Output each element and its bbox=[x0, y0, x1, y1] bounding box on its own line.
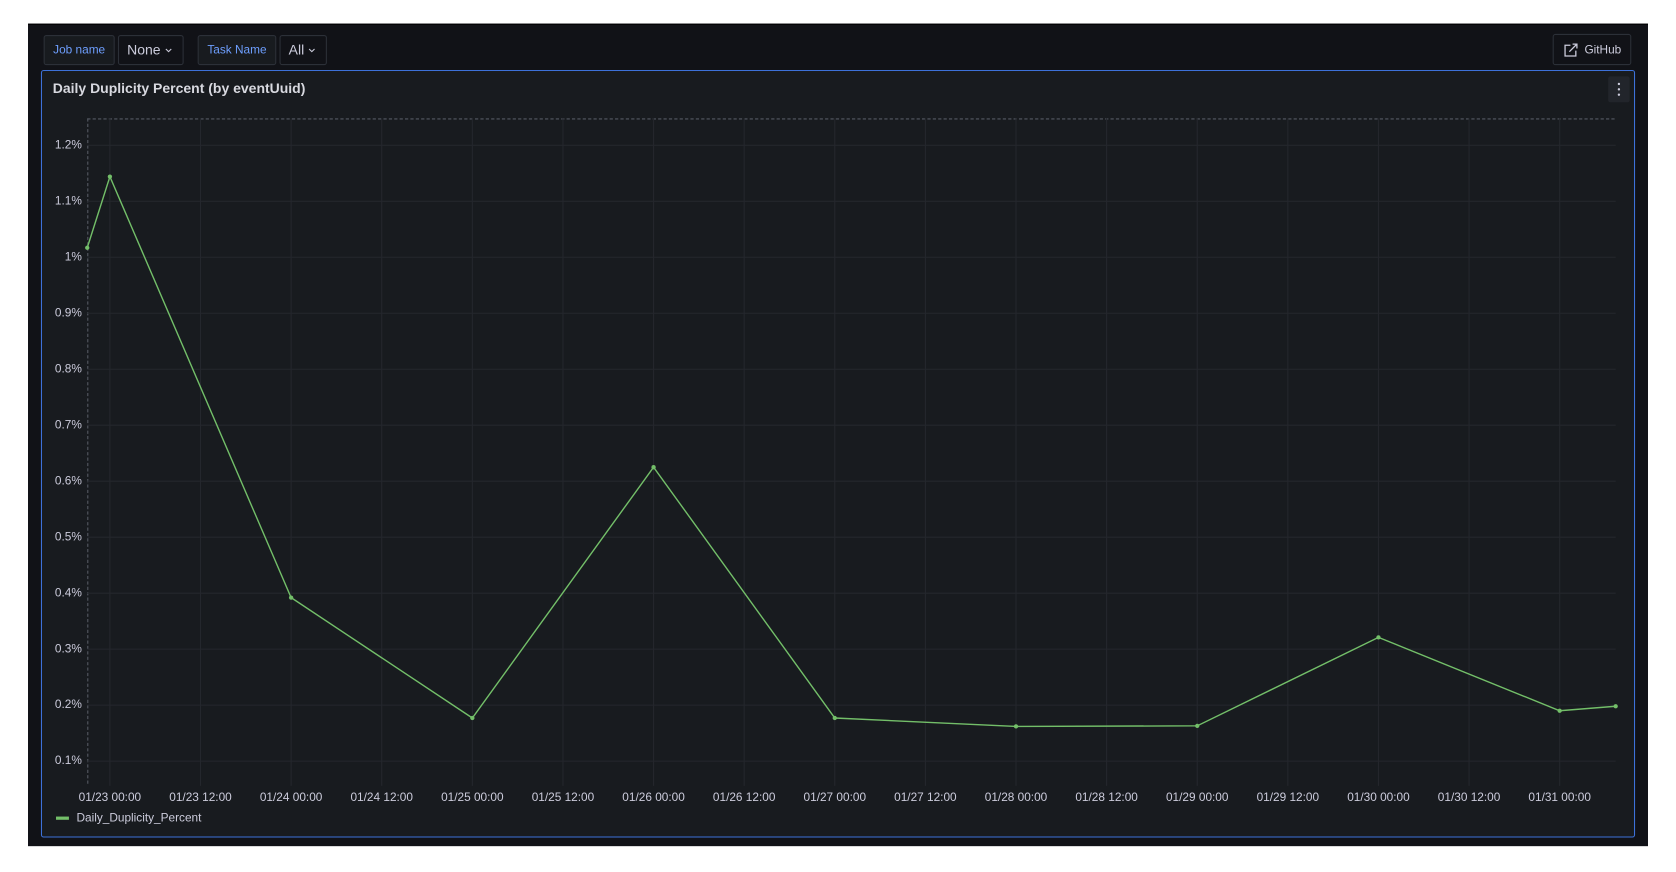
x-tick-label: 01/23 00:00 bbox=[79, 790, 142, 804]
x-tick-label: 01/25 00:00 bbox=[441, 790, 504, 804]
x-tick-label: 01/31 00:00 bbox=[1528, 790, 1591, 804]
y-tick-label: 0.1% bbox=[55, 753, 82, 767]
github-button[interactable] bbox=[1552, 33, 1632, 66]
data-point bbox=[651, 465, 656, 470]
y-tick-label: 0.9% bbox=[55, 305, 82, 319]
plot: 0.1% 0.2% 0.3% 0.4% 0.5% 0.6% 0.7% 0.8% 0.9% 1% 1.… bbox=[55, 118, 1618, 804]
x-tick-label: 01/29 00:00 bbox=[1166, 790, 1229, 804]
x-tick-label: 01/28 12:00 bbox=[1075, 790, 1138, 804]
data-point bbox=[85, 245, 90, 250]
data-point bbox=[1195, 723, 1200, 728]
variable-dropdown[interactable] bbox=[279, 34, 327, 66]
chevron bbox=[165, 48, 172, 53]
data-point bbox=[1376, 635, 1381, 640]
chevron bbox=[308, 48, 315, 53]
panel-title: Daily Duplicity Percent (by eventUuid) bbox=[53, 80, 306, 96]
y-tick-label: 1.2% bbox=[55, 137, 82, 151]
data-point bbox=[107, 174, 113, 179]
data-point bbox=[470, 715, 475, 721]
x-tick-label: 01/30 00:00 bbox=[1347, 790, 1410, 804]
data-point bbox=[288, 595, 294, 600]
variable-dropdown[interactable] bbox=[117, 34, 184, 66]
github-label[interactable]: GitHub bbox=[1584, 43, 1621, 57]
x-tick-label: 01/24 12:00 bbox=[350, 790, 413, 804]
x-tick-label: 01/28 00:00 bbox=[985, 790, 1048, 804]
y-tick-label: 0.6% bbox=[55, 473, 82, 487]
panel bbox=[40, 69, 1636, 838]
y-tick-label: 1.1% bbox=[55, 193, 82, 207]
y-tick-label: 1% bbox=[65, 249, 83, 263]
x-tick-label: 01/30 12:00 bbox=[1438, 790, 1501, 804]
data-point bbox=[832, 715, 837, 721]
data-point bbox=[1557, 708, 1562, 713]
x-tick-label: 01/27 12:00 bbox=[894, 790, 957, 804]
variable-label: Job name bbox=[53, 43, 105, 57]
x-tick-label: 01/27 00:00 bbox=[804, 790, 867, 804]
x-tick-label: 01/23 12:00 bbox=[169, 790, 232, 804]
external-link-icon bbox=[1564, 43, 1578, 57]
data-point bbox=[1013, 724, 1019, 729]
data-point bbox=[1613, 704, 1618, 709]
x-tick-label: 01/29 12:00 bbox=[1257, 790, 1320, 804]
x-tick-label: 01/25 12:00 bbox=[532, 790, 595, 804]
menu-dots bbox=[1617, 82, 1621, 96]
y-tick-label: 0.4% bbox=[55, 585, 82, 599]
variable-value[interactable]: None bbox=[127, 41, 161, 57]
legend-label: Daily_Duplicity_Percent bbox=[76, 810, 202, 824]
y-tick-label: 0.8% bbox=[55, 361, 82, 375]
variable-value[interactable]: All bbox=[289, 41, 305, 57]
variable-label-box bbox=[43, 34, 115, 66]
x-tick-label: 01/24 00:00 bbox=[260, 790, 323, 804]
x-tick-label: 01/26 12:00 bbox=[713, 790, 776, 804]
y-tick-label: 0.2% bbox=[55, 697, 82, 711]
y-tick-label: 0.3% bbox=[55, 641, 82, 655]
y-tick-label: 0.5% bbox=[55, 529, 82, 543]
y-tick-label: 0.7% bbox=[55, 417, 82, 431]
x-tick-label: 01/26 00:00 bbox=[622, 790, 685, 804]
variable-label-box bbox=[197, 34, 277, 66]
variable-label: Task Name bbox=[207, 43, 267, 57]
